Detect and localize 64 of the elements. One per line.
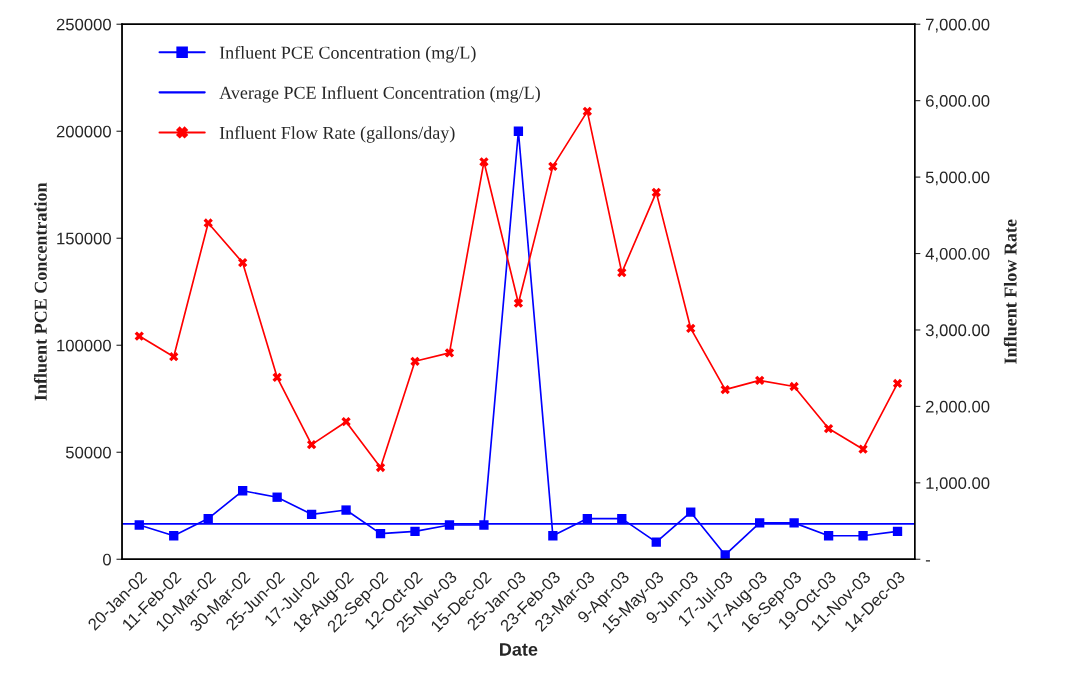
point: [306, 509, 317, 519]
y2-tick-label: 4,000.00: [925, 247, 990, 262]
point: [686, 323, 696, 334]
point: [238, 258, 248, 268]
point: [479, 157, 489, 167]
point: [203, 513, 213, 524]
point: [892, 526, 903, 537]
y-axis-title: Influent PCE Concentration: [33, 182, 47, 401]
y2-tick-label: 6,000.00: [926, 95, 990, 109]
point: [789, 518, 799, 528]
y2-tick-label: 3,000.00: [925, 324, 990, 339]
point: [651, 187, 661, 198]
point: [755, 375, 765, 386]
point: [651, 537, 661, 547]
point: [306, 439, 317, 450]
point: [823, 531, 834, 541]
y2-tick-label: 1,000.00: [926, 477, 990, 491]
point: [341, 417, 351, 427]
point: [169, 352, 179, 362]
point: [272, 492, 282, 502]
y-tick-label: 150000: [57, 232, 111, 245]
point: [617, 513, 627, 524]
y-tick-label: 50000: [65, 446, 111, 459]
x-axis-title: Date: [500, 643, 538, 656]
y2-axis-title: Influent Flow Rate: [1003, 219, 1017, 364]
point: [720, 384, 730, 395]
point: [720, 550, 730, 560]
point: [858, 531, 868, 541]
point: [410, 526, 420, 537]
point: [479, 520, 489, 530]
point: [134, 520, 144, 530]
y2-tick-label: -: [925, 560, 930, 562]
point: [548, 161, 558, 172]
y2-tick-label: 5,000.00: [925, 171, 990, 186]
point: [823, 423, 834, 434]
point: [410, 356, 420, 366]
y-tick-label: 0: [103, 553, 111, 566]
point: [513, 298, 524, 308]
point: [341, 505, 351, 515]
point: [617, 267, 627, 278]
point: [755, 518, 765, 528]
point: [548, 531, 558, 541]
point: [582, 106, 592, 117]
point: [444, 520, 455, 530]
legend-label: Influent PCE Concentration (mg/L): [219, 45, 476, 63]
y-tick-label: 250000: [56, 18, 111, 31]
point: [858, 444, 868, 454]
legend-label: Average PCE Influent Concentration (mg/L): [219, 85, 540, 103]
point: [238, 486, 248, 496]
point: [375, 528, 386, 539]
y-tick-label: 200000: [56, 125, 111, 138]
point: [134, 331, 144, 341]
point: [375, 462, 386, 473]
point: [513, 126, 524, 136]
point: [169, 531, 179, 541]
legend-label: Influent Flow Rate (gallons/day): [219, 126, 455, 143]
point: [892, 378, 903, 389]
point: [582, 513, 592, 524]
y2-tick-label: 7,000.00: [926, 18, 990, 33]
point: [203, 218, 213, 228]
y-tick-label: 100000: [57, 339, 111, 352]
point: [272, 372, 282, 383]
point: [686, 507, 696, 517]
y2-tick-label: 2,000.00: [926, 400, 990, 415]
